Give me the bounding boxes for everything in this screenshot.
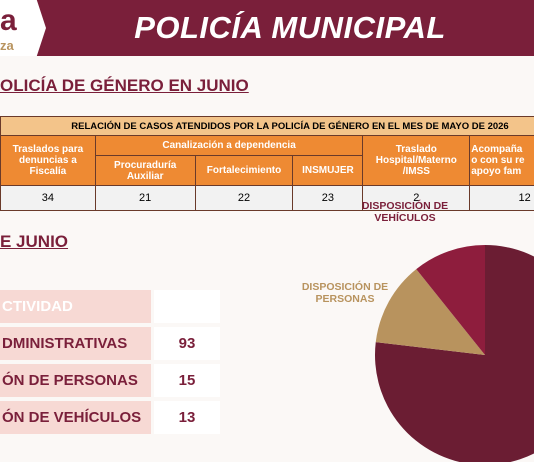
header-cell: CTIVIDAD — [0, 290, 151, 323]
row: ÓN DE PERSONAS 15 — [0, 364, 220, 397]
header-cell: Traslados para denuncias a Fiscalía — [0, 135, 96, 186]
header-cell: Traslado Hospital/Materno /IMSS — [362, 135, 471, 186]
cases-table: RELACIÓN DE CASOS ATENDIDOS POR LA POLIC… — [0, 116, 534, 211]
logo-text: za — [0, 38, 14, 53]
pie-label: DISPOSICIÓN DE VEHÍCULOS — [361, 200, 449, 224]
activity-cell: DMINISTRATIVAS — [0, 327, 151, 360]
logo — [0, 0, 46, 56]
row: DMINISTRATIVAS 93 — [0, 327, 220, 360]
value-row: 34 21 22 23 2 12 — [0, 185, 534, 211]
total-cell: 13 — [151, 401, 220, 434]
value-cell: 34 — [0, 185, 96, 211]
value-cell: 22 — [194, 185, 294, 211]
activity-cell: ÓN DE PERSONAS — [0, 364, 151, 397]
pie-slice — [416, 245, 485, 355]
value-cell: 12 — [469, 185, 534, 211]
total-cell: 15 — [151, 364, 220, 397]
logo-text: a — [0, 4, 17, 37]
header-cell: Canalización a dependencia — [94, 135, 364, 156]
section-title: E JUNIO — [0, 232, 69, 251]
value-cell: 2 — [362, 185, 471, 211]
table-caption: RELACIÓN DE CASOS ATENDIDOS POR LA POLIC… — [0, 116, 534, 136]
activity-table: CTIVIDAD TOTAL DMINISTRATIVAS 93 ÓN DE PERS… — [0, 286, 220, 438]
section-title: OLICÍA DE GÉNERO EN JUNIO — [0, 76, 249, 95]
activity-cell: ÓN DE VEHÍCULOS — [0, 401, 151, 434]
total-cell: 93 — [151, 327, 220, 360]
header-cell: Acompaña o con su re apoyo fam — [469, 135, 534, 186]
header-cell: INSMUJER — [292, 155, 364, 186]
header-bar — [0, 0, 534, 56]
pie-slice — [375, 245, 534, 462]
table-frame: RELACIÓN DE CASOS ATENDIDOS POR LA POLIC… — [0, 116, 534, 214]
title: POLICÍA MUNICIPAL — [134, 10, 446, 45]
header-cell: TOTAL — [151, 290, 220, 323]
value-cell: 23 — [292, 185, 364, 211]
pie-label: DISPOSICIÓN DE PERSONAS — [301, 281, 389, 305]
pie-slice — [375, 269, 485, 355]
value-cell: 21 — [94, 185, 196, 211]
row: ÓN DE VEHÍCULOS 13 — [0, 401, 220, 434]
header-cell: Fortalecimiento — [194, 155, 294, 186]
header-cell: Procuraduría Auxiliar — [94, 155, 196, 186]
